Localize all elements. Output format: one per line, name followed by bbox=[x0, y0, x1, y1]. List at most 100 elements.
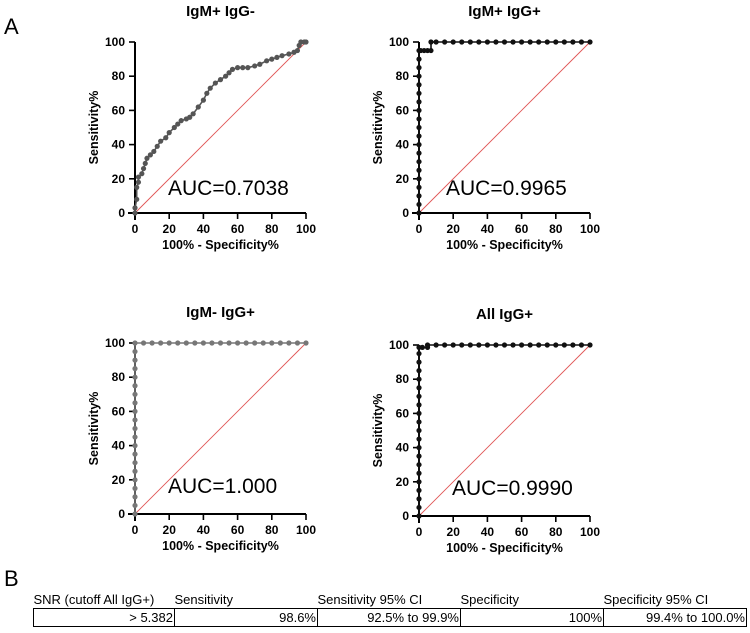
roc-point bbox=[178, 118, 184, 124]
y-tick-label: 80 bbox=[396, 69, 410, 83]
roc-point bbox=[264, 58, 270, 64]
roc-point bbox=[519, 342, 525, 348]
roc-point bbox=[459, 342, 465, 348]
roc-point bbox=[416, 116, 422, 122]
x-tick-label: 40 bbox=[481, 222, 495, 236]
header-sensitivity-ci: Sensitivity 95% CI bbox=[317, 591, 423, 607]
cell-sensitivity: 98.6% bbox=[174, 608, 318, 627]
x-tick-label: 40 bbox=[197, 523, 211, 537]
x-tick-label: 40 bbox=[481, 525, 495, 539]
roc-point bbox=[132, 366, 138, 372]
roc-point bbox=[134, 184, 140, 190]
y-tick-label: 100 bbox=[389, 35, 409, 49]
y-tick-label: 0 bbox=[402, 206, 409, 220]
roc-point bbox=[416, 487, 422, 493]
x-tick-label: 100 bbox=[580, 222, 600, 236]
roc-point bbox=[416, 176, 422, 182]
roc-point bbox=[132, 477, 138, 483]
roc-point bbox=[147, 152, 153, 158]
roc-point bbox=[163, 135, 169, 141]
x-tick-label: 20 bbox=[447, 222, 461, 236]
roc-point bbox=[416, 350, 422, 357]
roc-point bbox=[416, 90, 422, 96]
roc-point bbox=[416, 150, 422, 156]
roc-point bbox=[467, 39, 473, 45]
roc-point bbox=[450, 342, 456, 348]
roc-point bbox=[416, 453, 422, 459]
x-tick-label: 60 bbox=[231, 222, 245, 236]
roc-point bbox=[416, 436, 422, 442]
auc-annotation: AUC=0.7038 bbox=[168, 177, 289, 200]
roc-point bbox=[416, 470, 422, 476]
x-tick-label: 60 bbox=[515, 525, 529, 539]
roc-point bbox=[132, 348, 138, 355]
roc-point bbox=[158, 138, 164, 144]
y-tick-label: 40 bbox=[396, 441, 410, 455]
y-tick-label: 20 bbox=[112, 473, 126, 487]
roc-point bbox=[277, 340, 283, 346]
roc-point bbox=[132, 383, 138, 389]
reference-line bbox=[418, 41, 591, 214]
auc-annotation: AUC=0.9990 bbox=[452, 477, 573, 500]
header-snr-cutoff: SNR (cutoff All IgG+) bbox=[33, 591, 155, 607]
roc-point bbox=[416, 385, 422, 391]
snr-cutoff-table: SNR (cutoff All IgG+) Sensitivity Sensit… bbox=[33, 591, 747, 627]
roc-point bbox=[212, 80, 218, 86]
roc-point bbox=[217, 340, 224, 346]
roc-point bbox=[544, 342, 550, 348]
roc-point bbox=[257, 61, 263, 67]
x-tick-label: 40 bbox=[197, 222, 211, 236]
roc-point bbox=[135, 174, 142, 180]
roc-point bbox=[416, 124, 422, 131]
x-axis-label: 100% - Specificity% bbox=[446, 541, 563, 555]
roc-point bbox=[187, 114, 193, 120]
x-tick-label: 80 bbox=[549, 525, 563, 539]
roc-point bbox=[209, 340, 215, 346]
roc-point bbox=[142, 160, 148, 167]
x-tick-label: 80 bbox=[265, 523, 279, 537]
x-tick-label: 0 bbox=[132, 523, 139, 537]
roc-panel-2: IgM+ IgG+ 00 20 20 40 40 60 60 80 80 100 100 100% - … bbox=[371, 3, 600, 252]
x-tick-label: 100 bbox=[296, 523, 316, 537]
roc-point bbox=[132, 468, 138, 474]
roc-point bbox=[553, 342, 559, 348]
y-axis-label: Sensitivity% bbox=[87, 91, 101, 165]
roc-point bbox=[587, 342, 593, 348]
roc-point bbox=[229, 66, 236, 72]
roc-point bbox=[416, 159, 422, 165]
y-tick-label: 0 bbox=[402, 509, 409, 523]
roc-point bbox=[200, 97, 206, 103]
roc-point bbox=[190, 111, 196, 117]
roc-point bbox=[204, 90, 210, 96]
roc-point bbox=[240, 65, 246, 71]
x-tick-label: 0 bbox=[416, 525, 423, 539]
y-tick-label: 80 bbox=[112, 370, 126, 384]
panel-label-a: A bbox=[4, 14, 19, 39]
roc-point bbox=[587, 39, 593, 45]
y-tick-label: 20 bbox=[396, 172, 410, 186]
reference-line bbox=[134, 342, 307, 515]
roc-point bbox=[140, 340, 147, 346]
x-axis-label: 100% - Specificity% bbox=[162, 238, 279, 252]
roc-point bbox=[303, 340, 309, 346]
roc-point bbox=[416, 376, 422, 382]
roc-point bbox=[132, 485, 138, 491]
roc-point bbox=[135, 179, 142, 185]
roc-point bbox=[132, 451, 138, 457]
roc-point bbox=[484, 342, 490, 348]
y-tick-label: 40 bbox=[112, 439, 126, 453]
roc-panel-3: IgM- IgG+ 00 20 20 40 40 60 60 80 80 100 100 100% - … bbox=[87, 304, 316, 553]
roc-point bbox=[175, 121, 181, 127]
x-tick-label: 0 bbox=[132, 222, 139, 236]
header-sensitivity: Sensitivity bbox=[174, 591, 234, 607]
roc-point bbox=[501, 342, 508, 348]
roc-point bbox=[132, 357, 138, 363]
y-tick-label: 0 bbox=[118, 507, 125, 521]
roc-point bbox=[561, 39, 567, 45]
roc-point bbox=[166, 130, 172, 136]
roc-point bbox=[476, 342, 482, 348]
roc-point bbox=[144, 155, 150, 161]
roc-point bbox=[207, 85, 213, 91]
y-tick-label: 40 bbox=[396, 138, 410, 152]
roc-point bbox=[416, 513, 422, 519]
